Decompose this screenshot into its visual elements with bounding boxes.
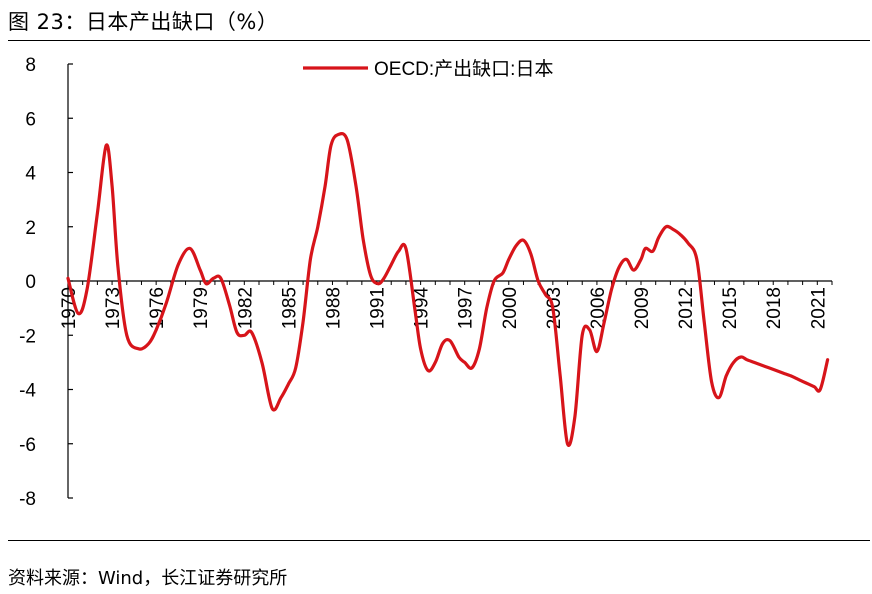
x-tick-label: 1988	[323, 287, 344, 329]
x-tick-label: 1982	[235, 287, 256, 329]
figure-title: 图 23：日本产出缺口（%）	[8, 10, 279, 34]
x-tick-label: 1973	[103, 287, 124, 329]
source-rule	[8, 540, 870, 541]
y-tick-label: -6	[19, 435, 36, 456]
x-tick-label: 2000	[500, 287, 521, 329]
source-note: 资料来源：Wind，长江证券研究所	[8, 568, 288, 589]
legend: OECD:产出缺口:日本	[303, 58, 553, 80]
y-tick-label: -2	[19, 326, 36, 347]
x-tick-label: 1976	[147, 287, 168, 329]
series-layer	[66, 131, 830, 447]
y-tick-label: -8	[19, 489, 36, 510]
y-tick-label: 0	[25, 272, 36, 293]
x-tick-label: 1970	[59, 287, 80, 329]
x-tick-label: 1979	[191, 287, 212, 329]
x-tick-label: 1997	[456, 287, 477, 329]
x-tick-label: 2018	[764, 287, 785, 329]
x-tick-label: 2009	[632, 287, 653, 329]
x-tick-label: 2021	[808, 287, 829, 329]
legend-label: OECD:产出缺口:日本	[374, 58, 553, 80]
y-tick-label: 4	[25, 164, 36, 185]
y-tick-label: 8	[25, 55, 36, 76]
y-tick-label: 2	[25, 218, 36, 239]
title-rule	[8, 40, 870, 41]
x-tick-label: 1991	[368, 287, 389, 329]
x-tick-label: 2012	[676, 287, 697, 329]
line-chart: 8 6 4 2 0 -2 -4 -6 -8 1970 1973 1976 1979 1982 1985 19…	[19, 55, 833, 510]
x-axis: 1970 1973 1976 1979 1982 1985 1988 1991 1994 1997…	[59, 280, 833, 329]
y-axis: 8 6 4 2 0 -2 -4 -6 -8	[19, 55, 73, 510]
series-line	[66, 131, 830, 447]
y-tick-label: 6	[25, 109, 36, 130]
x-tick-label: 1985	[279, 287, 300, 329]
x-tick-label: 2015	[720, 287, 741, 329]
y-tick-label: -4	[19, 381, 36, 402]
